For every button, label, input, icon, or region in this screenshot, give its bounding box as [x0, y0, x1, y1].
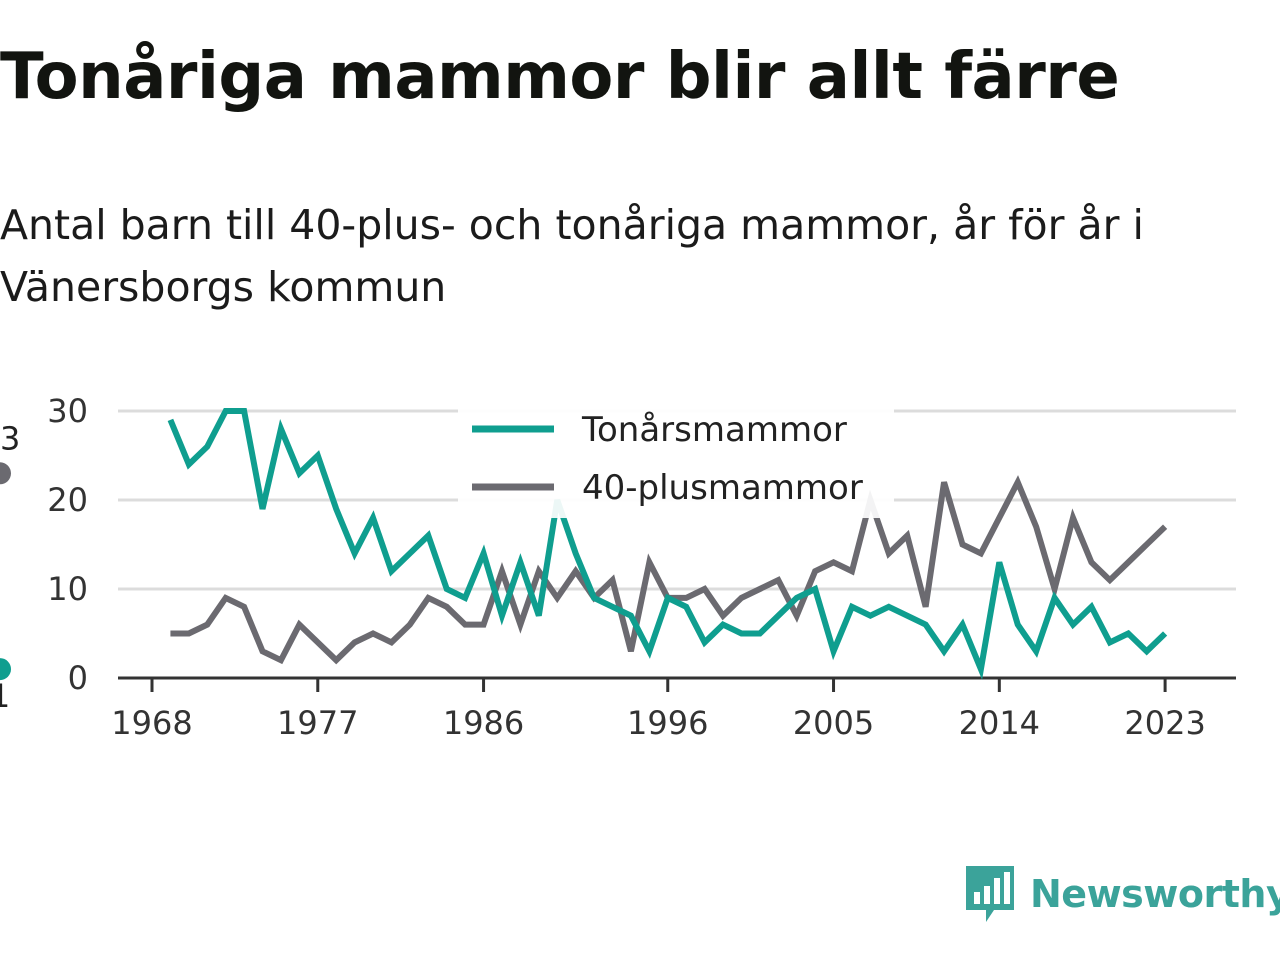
- legend-label: 40-plusmammor: [582, 468, 863, 508]
- line-chart: 0 10 20 30 1968 1977 1986 1996 2005 2014 2023 Tonå…: [0, 392, 1236, 742]
- chart-subtitle: Antal barn till 40-plus- och tonåriga ma…: [0, 201, 1144, 311]
- y-tick-label: 10: [47, 570, 88, 608]
- y-tick-label: 20: [47, 481, 88, 519]
- y-tick-label: 0: [68, 659, 88, 697]
- x-tick-label: 1977: [277, 704, 358, 742]
- y-tick-label: 30: [47, 392, 88, 430]
- x-tick-label: 2014: [959, 704, 1040, 742]
- x-tick-label: 1968: [111, 704, 192, 742]
- end-point-marker: [0, 462, 11, 485]
- brand-name: Newsworthy: [1030, 872, 1280, 916]
- x-tick-label: 1986: [443, 704, 524, 742]
- end-point-marker: [0, 658, 11, 681]
- end-value-label: 1: [0, 677, 10, 715]
- chart-title: Tonåriga mammor blir allt färre: [0, 40, 1120, 114]
- series-line-tonarsmammor: [167, 408, 1168, 680]
- x-tick-label: 2005: [793, 704, 874, 742]
- bar-chart-speech-bubble-icon: [966, 866, 1014, 922]
- x-tick-label: 1996: [627, 704, 708, 742]
- newsworthy-logo: Newsworthy: [964, 864, 1280, 924]
- x-tick-label: 2023: [1124, 704, 1205, 742]
- end-value-label: 23: [0, 419, 20, 457]
- legend-label: Tonårsmammor: [581, 410, 847, 450]
